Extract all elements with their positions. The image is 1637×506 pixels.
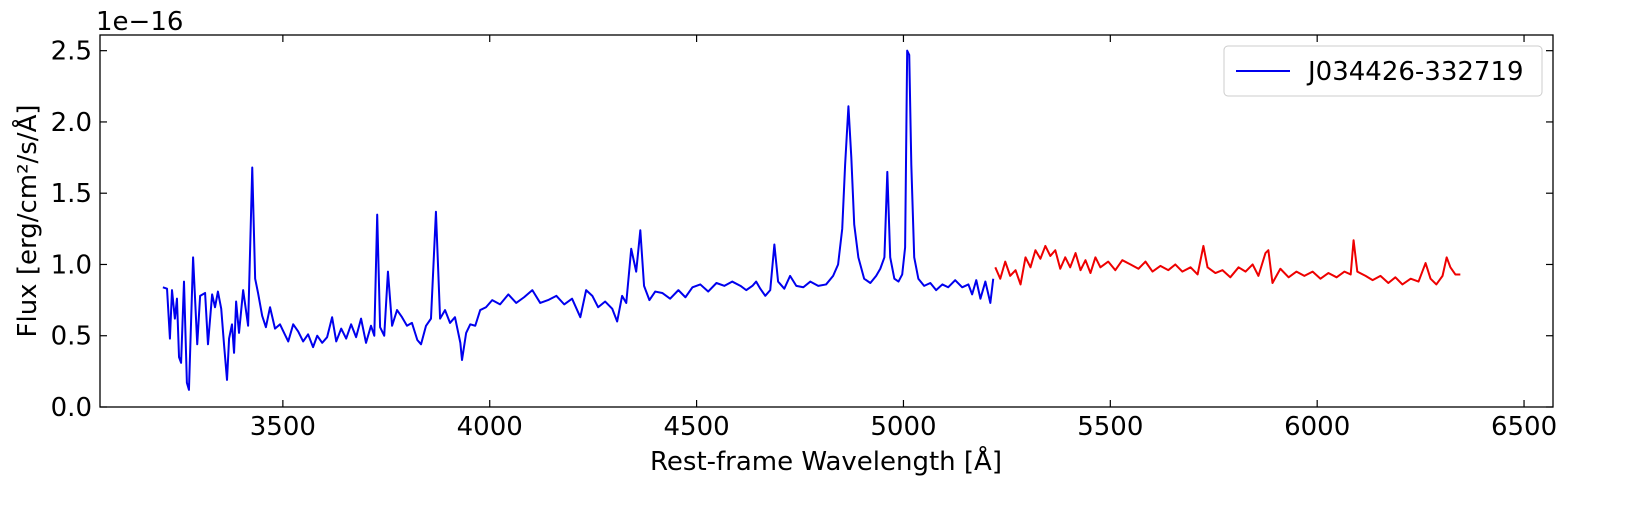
y-tick-label: 2.5	[51, 37, 92, 67]
x-tick-label: 5500	[1077, 412, 1143, 442]
y-tick-label: 1.5	[51, 179, 92, 209]
y-offset-label: 1e−16	[96, 7, 183, 37]
plot-frame	[99, 34, 1554, 408]
x-axis-label: Rest-frame Wavelength [Å]	[650, 445, 1002, 477]
y-tick-label: 1.0	[51, 250, 92, 280]
y-axis-label: Flux [erg/cm²/s/Å]	[11, 105, 43, 338]
x-tick-label: 6500	[1491, 412, 1557, 442]
spectrum-line	[162, 49, 995, 391]
y-tick-label: 0.0	[51, 393, 92, 423]
y-tick-label: 2.0	[51, 108, 92, 138]
y-tick-label: 0.5	[51, 322, 92, 352]
legend-label: J034426-332719	[1306, 57, 1524, 87]
x-tick-label: 5000	[870, 412, 936, 442]
x-tick-label: 4000	[457, 412, 523, 442]
legend-box	[1223, 45, 1543, 97]
x-tick-label: 4500	[664, 412, 730, 442]
spectrum-line	[994, 239, 1461, 286]
x-tick-label: 6000	[1284, 412, 1350, 442]
x-tick-label: 3500	[250, 412, 316, 442]
